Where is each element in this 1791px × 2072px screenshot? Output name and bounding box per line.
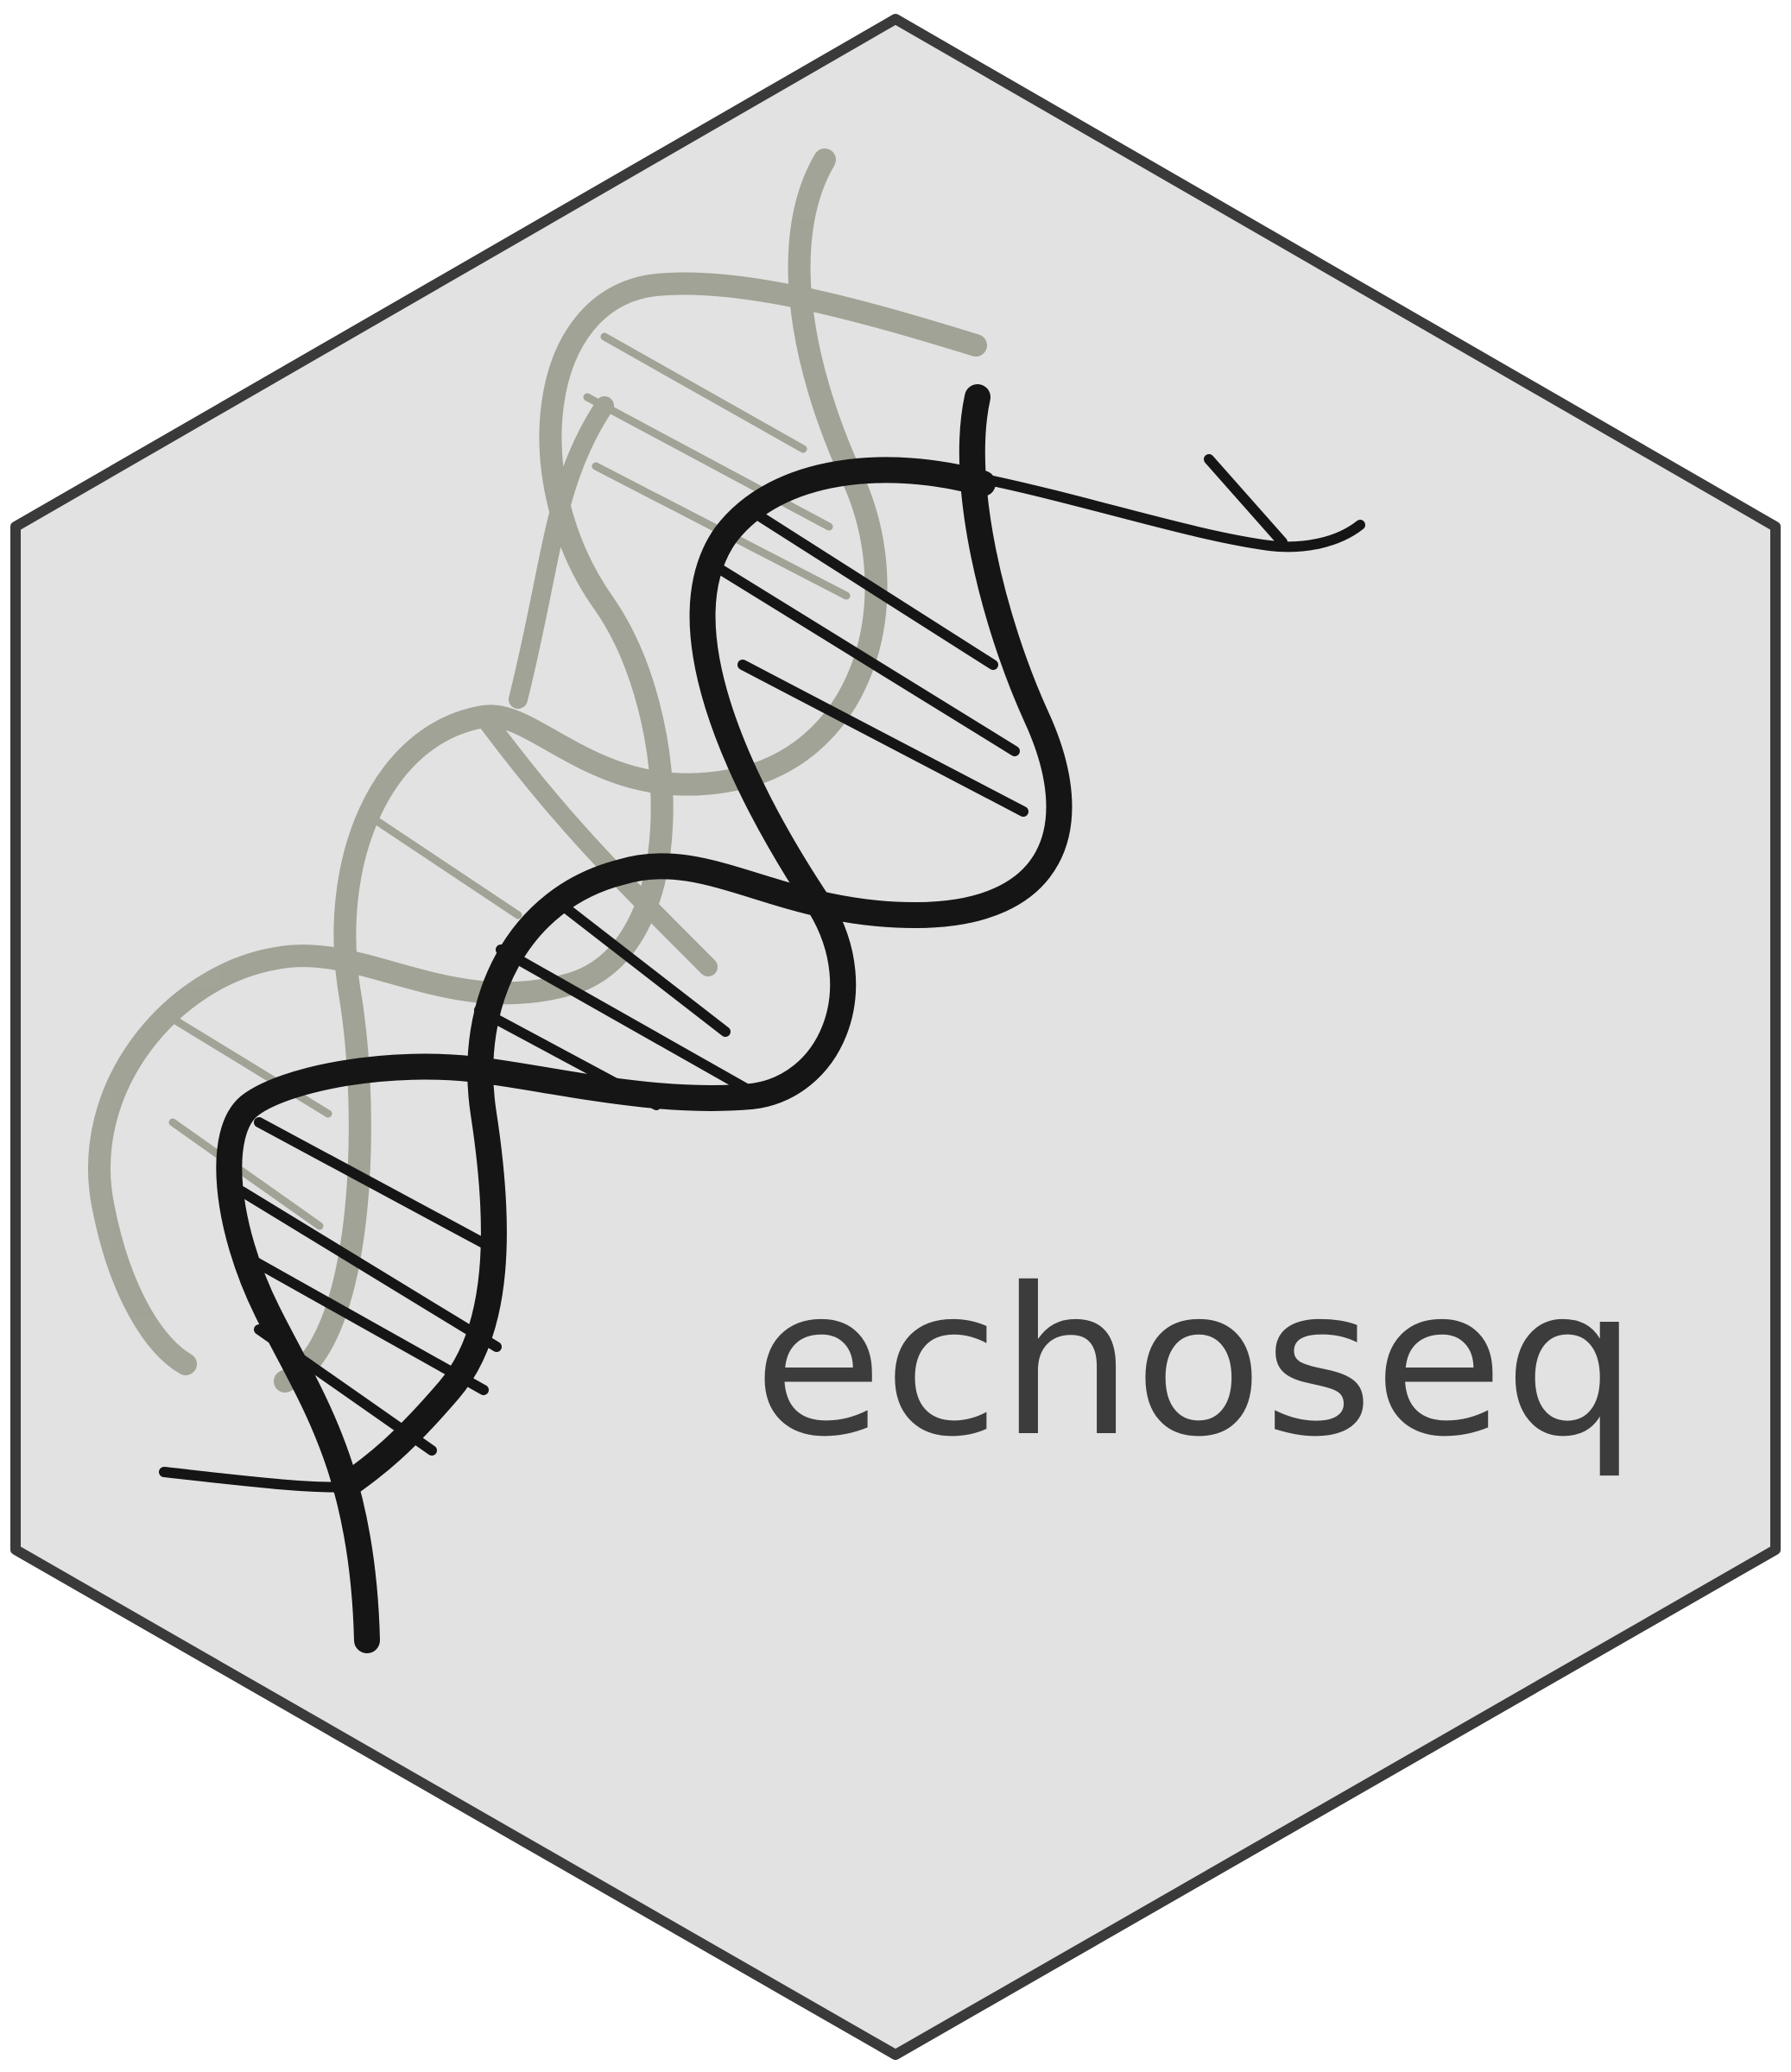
dna-front-helix xyxy=(159,384,1365,1653)
wordmark: echoseq xyxy=(753,1244,1638,1481)
back-rung xyxy=(358,807,522,919)
back-rung xyxy=(168,1014,332,1118)
front-rung xyxy=(750,509,998,670)
back-rung xyxy=(168,1118,324,1230)
front-rung xyxy=(232,1247,489,1395)
front-rung xyxy=(716,565,1020,756)
front-strand-left-tail xyxy=(159,1467,355,1493)
front-strand-b xyxy=(216,457,996,1653)
back-strand-c xyxy=(474,396,718,976)
front-strand-tip xyxy=(1204,454,1288,547)
back-strand-b xyxy=(88,272,987,1375)
front-rung xyxy=(254,1324,437,1456)
front-rung xyxy=(474,1005,661,1110)
back-rung xyxy=(583,393,833,531)
hexagon-background xyxy=(10,14,1781,2060)
back-rung xyxy=(600,332,807,453)
front-rung xyxy=(237,1186,502,1352)
front-strand-tail xyxy=(979,474,1365,553)
front-rung xyxy=(737,660,1028,817)
dna-double-helix-icon xyxy=(88,148,1365,1653)
front-rung xyxy=(547,893,731,1037)
front-rung xyxy=(254,1117,489,1248)
front-rung xyxy=(496,944,765,1102)
